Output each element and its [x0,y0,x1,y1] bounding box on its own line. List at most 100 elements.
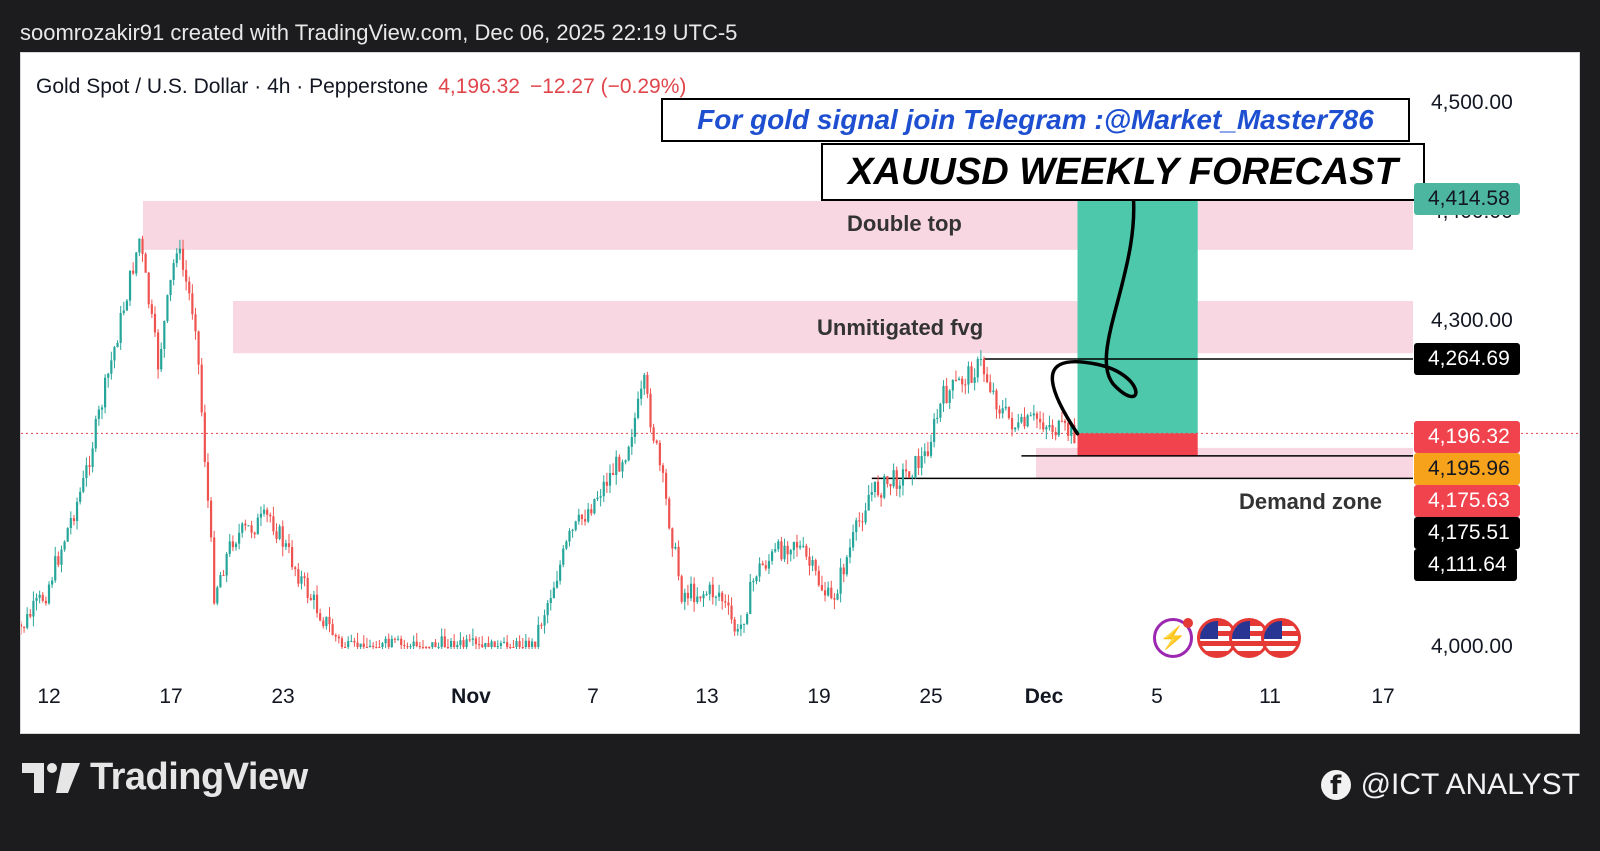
time-axis-label: 19 [807,685,831,708]
candle-body [530,641,534,647]
candle-body [465,639,468,647]
candle-body [35,597,38,601]
candle-body [54,556,57,581]
candle-body [188,281,191,294]
candle-body [1014,427,1017,430]
candle-body [1001,408,1004,414]
candle-body [325,616,328,627]
candle-body [362,643,365,647]
chart-panel[interactable]: Gold Spot / U.S. Dollar · 4h · Peppersto… [20,52,1580,734]
candle-body [309,597,312,601]
candle-body [94,418,97,449]
candle-body [699,596,702,599]
candle-body [624,460,627,463]
candle-body [82,478,85,492]
candle-body [677,546,680,577]
candle-body [334,635,337,637]
candle-body [580,514,584,520]
candle-body [156,332,160,370]
candle-body [811,560,814,566]
candle-body [749,581,752,614]
candle-body [876,481,880,496]
candle-body [730,605,733,620]
candle-body [724,601,727,603]
candle-body [1039,418,1042,423]
candle-body [674,546,677,549]
candle-body [612,473,615,476]
candle-body [852,532,855,548]
target-zone [1077,195,1198,434]
candle-body [923,451,926,457]
time-axis-label: Dec [1024,685,1064,708]
candle-body [443,636,446,647]
footer-handle: f @ICT ANALYST [1320,768,1580,802]
time-axis-label: 5 [1151,685,1163,708]
candle-body [823,590,827,596]
candle-body [468,639,471,641]
candle-body [178,248,181,254]
candle-body [696,596,699,603]
candle-body [88,465,91,467]
candle-body [989,382,992,392]
candle-body [453,641,456,647]
candle-body [867,494,870,511]
candle-body [948,390,951,403]
candle-body [596,497,599,500]
candle-body [209,500,213,538]
candle-body [908,471,911,478]
candle-body [22,626,26,628]
time-axis-label: 12 [37,685,61,708]
candle-body [384,638,387,644]
candle-body [396,638,400,640]
price-tag: 4,195.96 [1414,453,1520,485]
price-chart[interactable] [21,53,1579,733]
candle-body [577,514,580,522]
candle-body [920,456,923,468]
candle-body [446,647,450,648]
candle-body [630,436,633,447]
candle-body [640,388,643,399]
candle-body [287,543,291,548]
candle-body [1026,415,1029,427]
us-flag-icon[interactable] [1261,618,1301,658]
candle-body [47,584,51,604]
candle-body [116,342,119,348]
candle-body [883,476,886,498]
candle-body [1020,417,1023,423]
candle-body [880,495,883,498]
candle-body [814,560,817,571]
candle-body [428,647,431,648]
candle-body [727,602,730,606]
candle-body [795,542,799,548]
candle-body [160,348,163,370]
candle-body [534,641,537,647]
candle-body [627,446,630,461]
lightning-icon[interactable]: ⚡ [1153,618,1193,658]
candle-body [75,501,79,522]
event-icons[interactable]: ⚡ [1153,618,1301,658]
candle-body [1073,424,1076,444]
candle-body [484,643,487,647]
candle-body [375,647,378,648]
price-change-label: −12.27 (−0.29%) [529,75,687,98]
candle-body [518,641,521,647]
candle-body [284,543,287,547]
candle-body [100,407,104,410]
candle-body [820,585,824,591]
candle-body [986,374,989,383]
candle-body [247,525,250,527]
candle-body [643,374,646,389]
candle-body [593,499,596,514]
candle-body [144,253,147,273]
candle-body [21,624,23,627]
candle-body [294,567,297,570]
candle-body [540,624,543,626]
candle-body [1029,415,1032,417]
candle-body [689,583,693,599]
chart-legend: Gold Spot / U.S. Dollar · 4h · Peppersto… [36,75,686,99]
candle-body [85,465,88,479]
forecast-banner: XAUUSD WEEKLY FORECAST [821,143,1425,201]
candle-body [241,523,244,533]
candle-body [499,643,503,646]
candle-body [665,472,668,499]
